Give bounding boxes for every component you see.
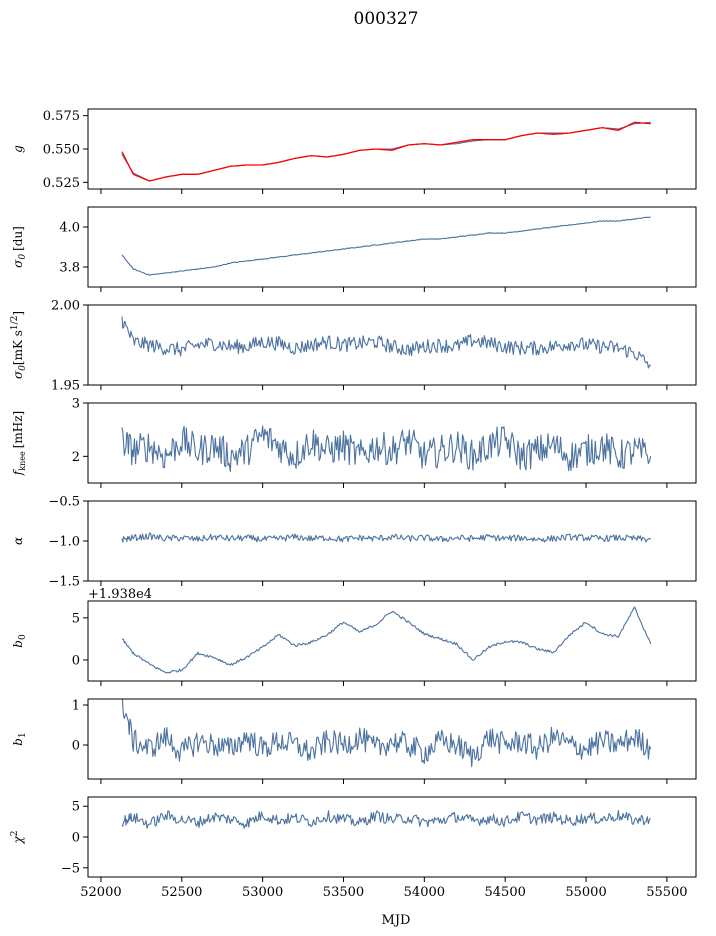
y-axis-label-b0: b0 [11, 634, 28, 648]
y-tick-label-chi2-1: 0 [72, 831, 80, 846]
y-tick-label-chi2-0: −5 [61, 861, 80, 876]
series-line-sigma0 [121, 216, 651, 276]
y-tick-label-fknee-0: 2 [72, 450, 80, 465]
series-line-b0 [121, 606, 652, 674]
x-tick-label-2: 53000 [242, 885, 283, 900]
panel-sigma_mk: 1.95 2.00 σ0[mK s1/2] [10, 299, 697, 394]
x-tick-label-4: 54000 [404, 885, 445, 900]
axes-frame-alpha [87, 500, 697, 582]
axes-frame-b0 [87, 600, 697, 682]
panel-fknee: 2 3 fknee[mHz] [11, 397, 697, 488]
y-tick-label-sigma0-0: 3.8 [59, 261, 80, 276]
y-axis-label-chi2: χ2 [10, 830, 25, 844]
axes-frame-chi2 [87, 796, 697, 878]
x-tick-label-5: 54500 [485, 885, 526, 900]
y-axis-label-b1: b1 [11, 732, 28, 745]
y-axis-label-sigma0: σ0[du] [11, 226, 28, 268]
y-tick-label-b0-1: 5 [72, 611, 80, 626]
x-tick-label-7: 55500 [646, 885, 687, 900]
y-tick-label-b1-0: 0 [72, 739, 80, 754]
series-line-b1 [121, 699, 652, 768]
axes-frame-fknee [87, 402, 697, 484]
y-tick-label-g-0: 0.525 [43, 176, 80, 191]
panel-chi2: −5 0 5 52000 52500 53000 53500 54000 54500 55000 5… [10, 796, 697, 900]
axes-frame-g [87, 108, 697, 190]
y-tick-label-alpha-0: −1.5 [48, 575, 80, 590]
y-tick-label-alpha-1: −1.0 [48, 535, 80, 550]
y-axis-label-sigma_mk: σ0[mK s1/2] [10, 311, 28, 379]
y-tick-label-sigma_mk-0: 1.95 [51, 379, 80, 394]
y-axis-label-alpha: α [11, 537, 25, 545]
panel-b1: 0 1 b1 [11, 698, 697, 784]
y-tick-label-g-2: 0.575 [43, 109, 80, 124]
axes-frame-sigma_mk [87, 304, 697, 386]
y-axis-label-g: g [11, 145, 25, 153]
x-axis-label: MJD [382, 913, 411, 928]
panel-sigma0: 3.8 4.0 σ0[du] [11, 206, 697, 292]
panel-alpha: −1.5 −1.0 −0.5 α [11, 495, 697, 590]
series-line-fknee [121, 425, 652, 473]
offset-text-b0: +1.938e4 [88, 587, 152, 602]
axes-frame-sigma0 [87, 206, 697, 288]
y-tick-label-sigma0-1: 4.0 [59, 221, 80, 236]
panel-b0: 0 5 b0 +1.938e4 [11, 587, 697, 686]
y-tick-label-sigma_mk-1: 2.00 [51, 299, 80, 314]
y-tick-label-b0-0: 0 [72, 653, 80, 668]
y-tick-label-fknee-1: 3 [72, 397, 80, 412]
panels: 0.525 0.550 0.575 g 3.8 4.0 σ0[du] 1.95 2.00 σ0[m… [10, 108, 697, 900]
axes-frame-b1 [87, 698, 697, 780]
figure-title: 000327 [354, 9, 419, 29]
y-tick-label-g-1: 0.550 [43, 143, 80, 158]
series-line-g-1 [121, 121, 651, 182]
x-tick-label-1: 52500 [161, 885, 202, 900]
y-tick-label-chi2-2: 5 [72, 800, 80, 815]
series-line-sigma_mk [121, 316, 651, 369]
series-line-chi2 [121, 809, 651, 829]
x-tick-label-3: 53500 [323, 885, 364, 900]
x-tick-label-0: 52000 [80, 885, 121, 900]
series-line-g [121, 121, 651, 182]
x-tick-label-6: 55000 [565, 885, 606, 900]
y-tick-label-alpha-2: −0.5 [48, 495, 80, 510]
y-axis-label-fknee: fknee[mHz] [11, 411, 27, 476]
panel-g: 0.525 0.550 0.575 g [11, 108, 697, 194]
y-tick-label-b1-1: 1 [72, 699, 80, 714]
series-line-alpha [121, 532, 652, 543]
